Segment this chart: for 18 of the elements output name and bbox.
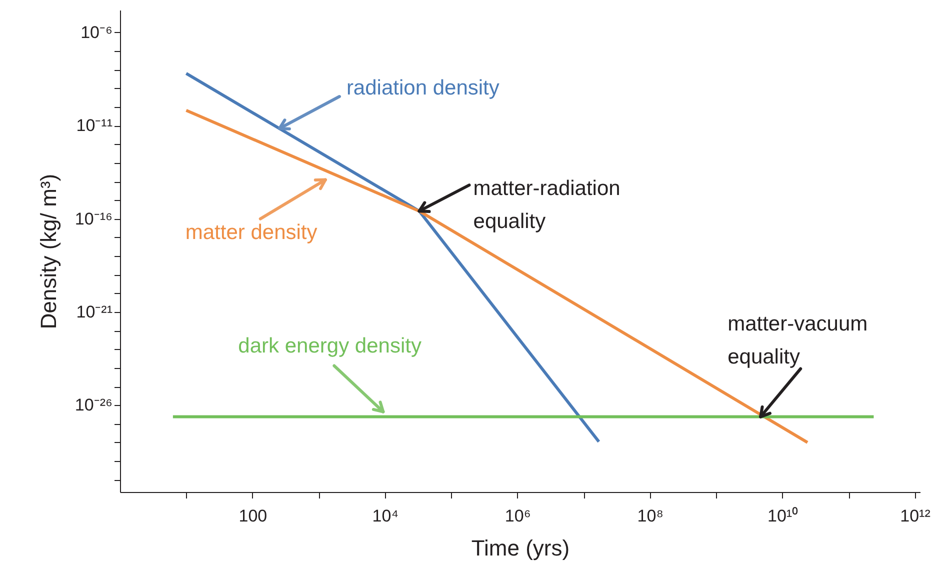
x-tick-label: 10⁶ [504, 506, 531, 526]
x-axis-title: Time (yrs) [471, 536, 570, 560]
y-tick-label: 10⁻¹⁶ [74, 209, 112, 228]
y-axis-title: Density (kg/ m³) [36, 174, 61, 330]
annotation: matter-radiation equality [473, 177, 620, 234]
y-tick-label: 10⁻²¹ [76, 302, 113, 322]
y-tick-label: 10⁻¹¹ [76, 116, 113, 136]
x-tick-label: 10⁸ [637, 506, 664, 526]
x-tick-label: 100 [238, 506, 268, 526]
x-tick-label: 10¹² [900, 506, 931, 526]
x-tick-label: 10⁴ [372, 506, 399, 526]
text: matter density [185, 220, 318, 244]
y-tick-label: 10⁻²⁶ [74, 396, 112, 415]
text: dark energy density [238, 334, 422, 358]
text: radiation density [346, 76, 500, 100]
annotation: matter-vacuum equality [728, 312, 868, 369]
x-tick-label: 10¹⁰ [768, 506, 798, 526]
y-tick-label: 10⁻⁶ [80, 22, 112, 42]
